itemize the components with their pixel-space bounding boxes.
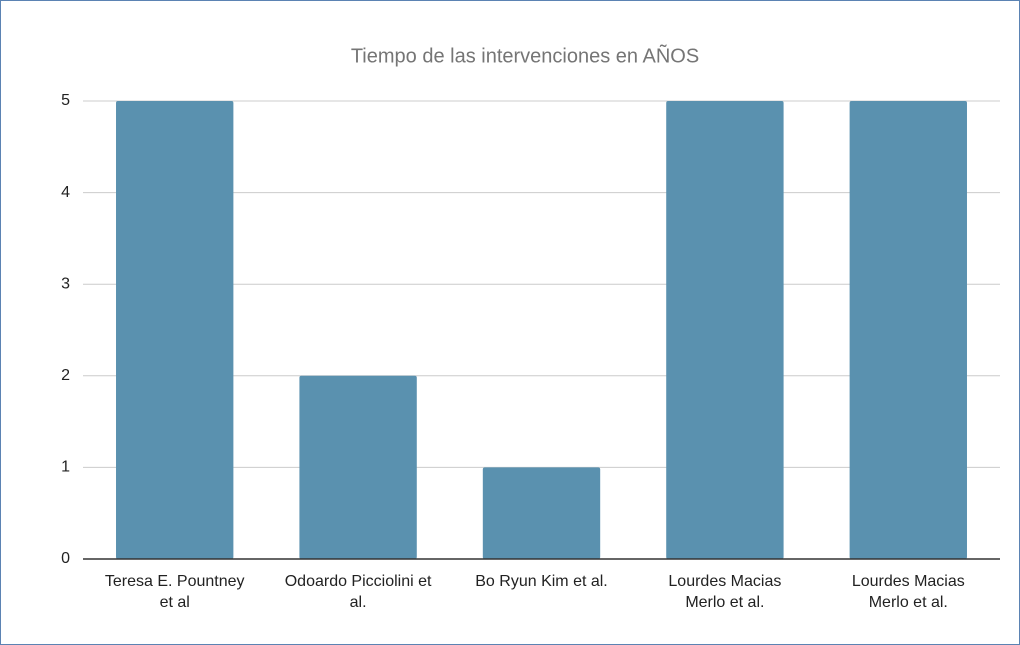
x-tick-label: Teresa E. Pountney et al [104, 573, 245, 611]
bar [666, 101, 784, 559]
y-tick-label: 4 [61, 184, 70, 201]
x-tick-label: Bo Ryun Kim et al. [475, 573, 608, 590]
x-tick-label: Odoardo Picciolini et al. [284, 573, 432, 611]
bar [299, 375, 417, 559]
y-tick-label: 1 [61, 459, 70, 476]
bar [116, 101, 234, 559]
y-tick-label: 2 [61, 367, 70, 384]
bar [849, 101, 967, 559]
chart-title: Tiempo de las intervenciones en AÑOS [351, 43, 699, 67]
x-tick-label: Lourdes Macias Merlo et al. [668, 573, 782, 611]
y-tick-label: 3 [61, 275, 70, 292]
y-tick-label: 0 [61, 550, 70, 567]
x-tick-label: Lourdes Macias Merlo et al. [851, 573, 965, 611]
y-tick-label: 5 [61, 92, 70, 109]
bar [482, 467, 601, 559]
